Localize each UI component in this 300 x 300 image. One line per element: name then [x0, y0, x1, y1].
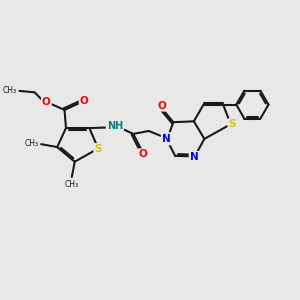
- Text: CH₃: CH₃: [25, 139, 39, 148]
- Text: O: O: [42, 97, 51, 107]
- Text: O: O: [80, 95, 88, 106]
- Text: S: S: [94, 144, 102, 154]
- Text: CH₃: CH₃: [65, 180, 79, 189]
- Text: CH₃: CH₃: [3, 86, 17, 95]
- Text: N: N: [163, 133, 171, 143]
- Text: S: S: [228, 119, 236, 129]
- Text: O: O: [139, 149, 147, 159]
- Text: N: N: [162, 134, 171, 144]
- Text: N: N: [190, 152, 199, 162]
- Text: NH: NH: [107, 121, 123, 131]
- Text: O: O: [157, 100, 166, 110]
